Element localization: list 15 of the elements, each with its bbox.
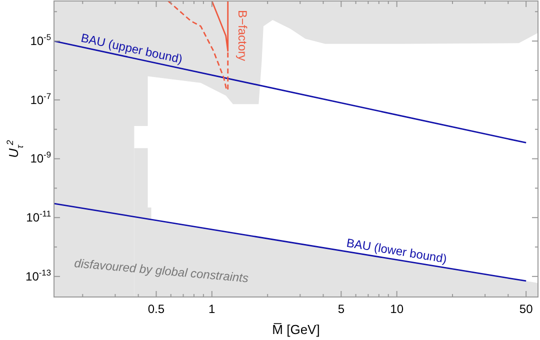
- x-tick-label: 5: [338, 302, 345, 316]
- y-tick-label: 10$^{-11}$: [26, 208, 52, 225]
- y-tick-label: 10$^{-5}$: [30, 32, 52, 48]
- x-tick-label: 50: [519, 302, 534, 316]
- annotation: disfavoured by global constraints: [74, 256, 250, 286]
- y-tick-label: 10$^{-9}$: [30, 150, 52, 166]
- x-tick-label: 0.5: [148, 302, 165, 316]
- annotation: BAU (lower bound): [346, 236, 448, 266]
- annotation: BAU (upper bound): [80, 30, 184, 66]
- x-tick-label: 1: [208, 302, 216, 316]
- y-tick-label: 10$^{-7}$: [30, 90, 52, 107]
- x-axis-title: M̅ [GeV]: [272, 322, 320, 337]
- annotation: B−factory: [235, 10, 250, 62]
- y-tick-label: 10$^{-13}$: [26, 267, 52, 284]
- x-tick-label: 10: [390, 302, 404, 316]
